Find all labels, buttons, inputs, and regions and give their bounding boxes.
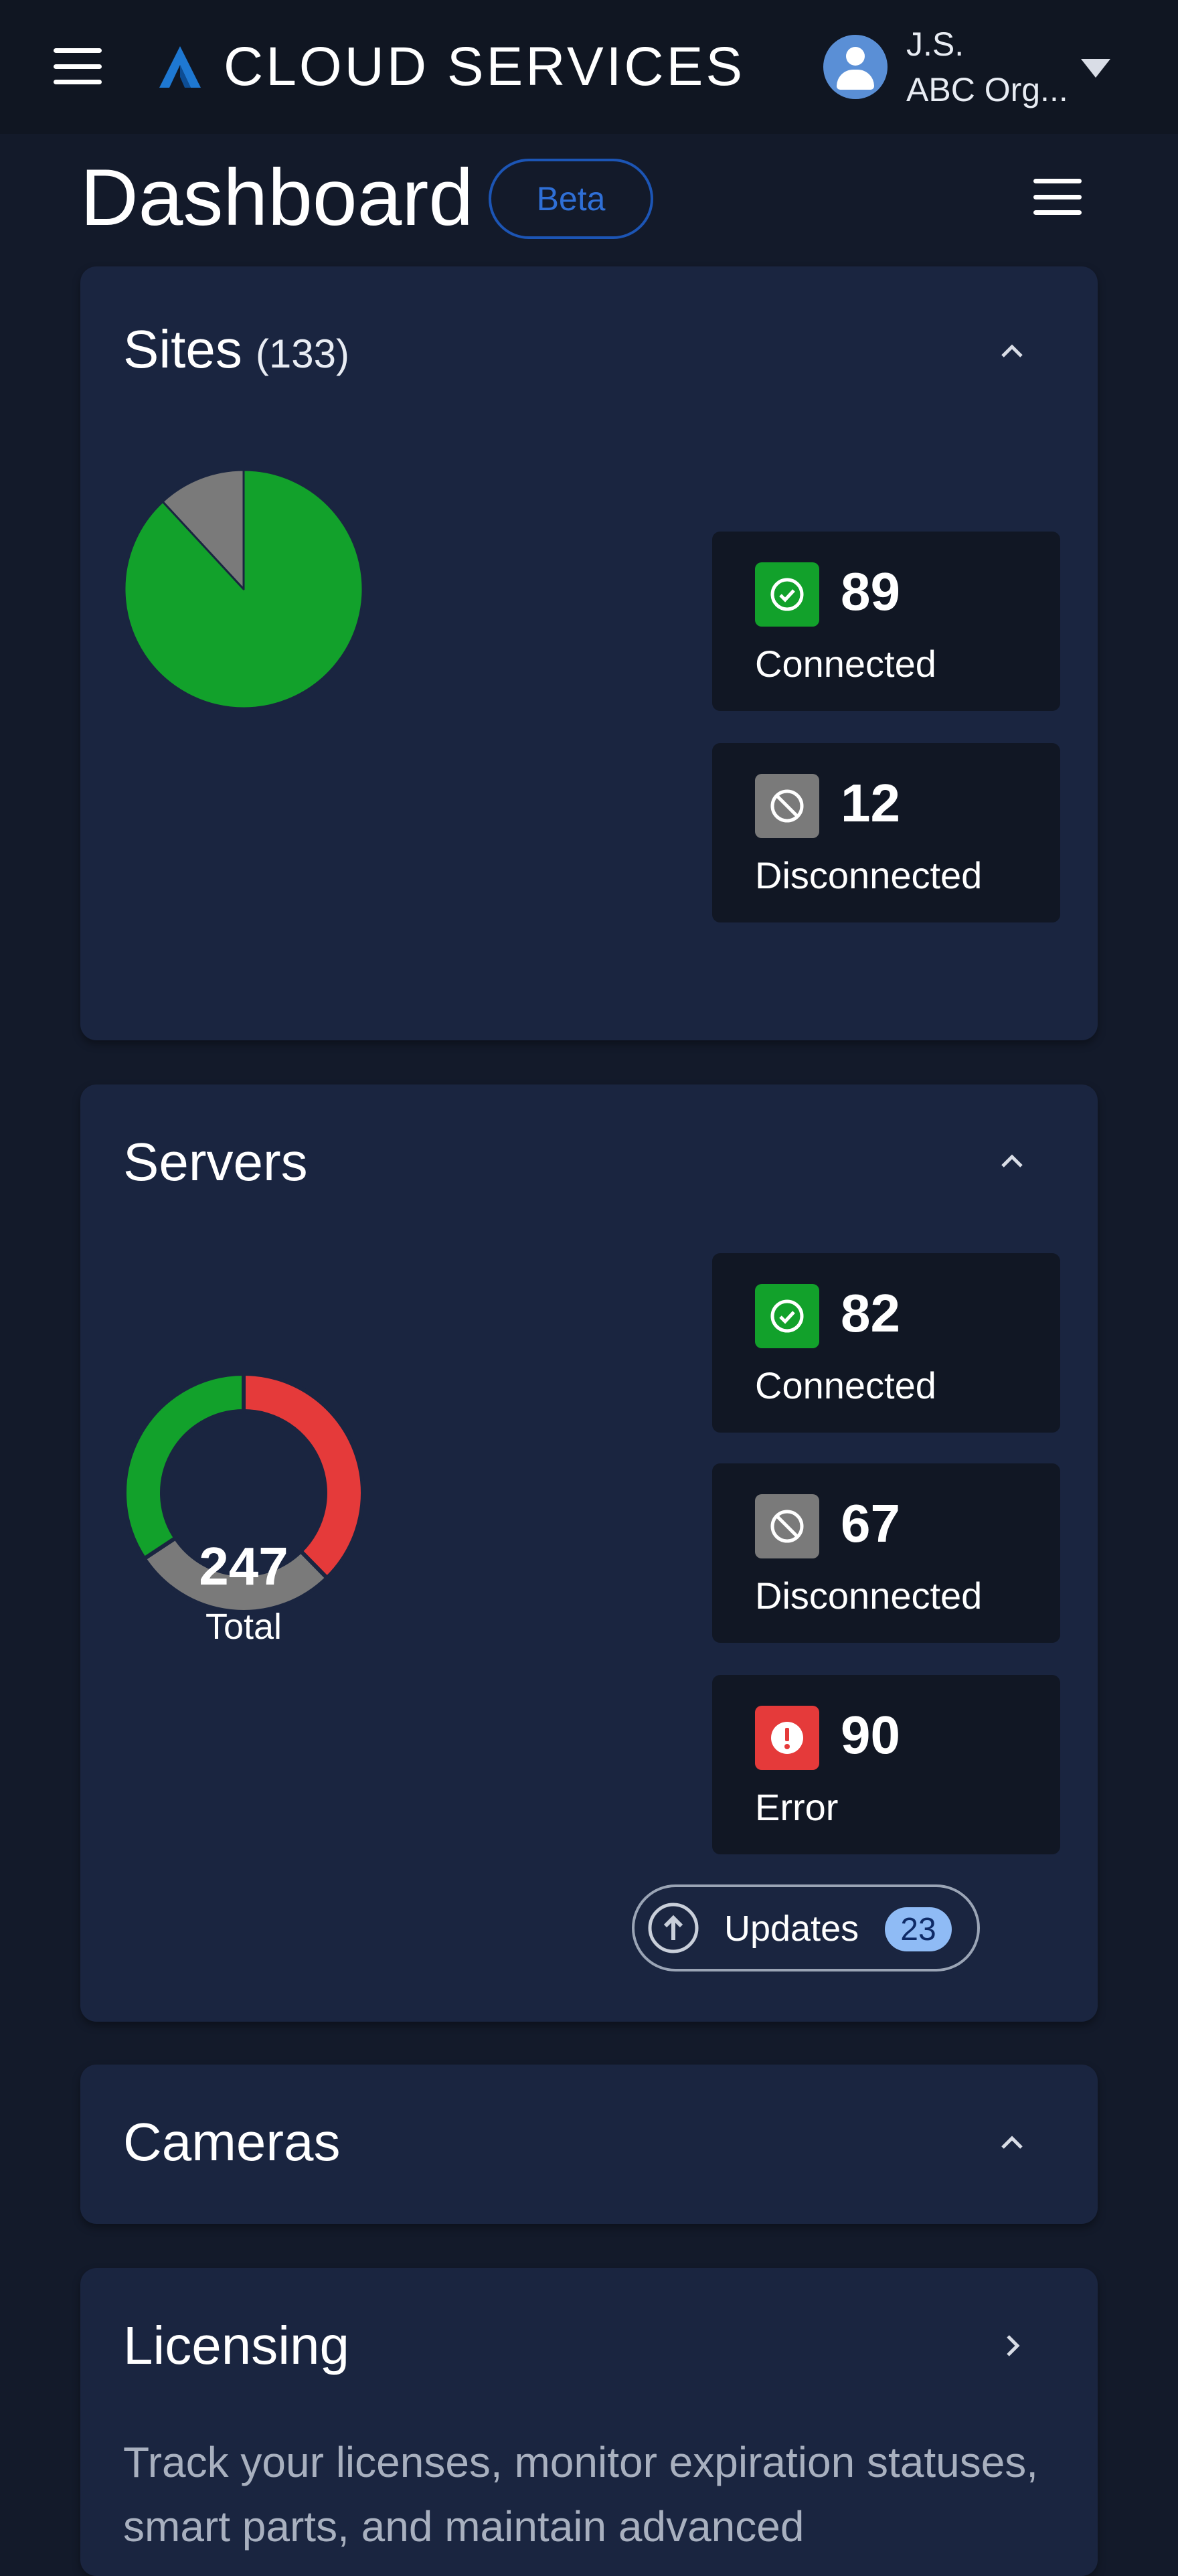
menu-icon[interactable] bbox=[54, 48, 102, 84]
licensing-title: Licensing bbox=[123, 2316, 350, 2375]
sites-card: Sites (133) 89 Connected 12 Disconnected bbox=[80, 266, 1098, 1040]
servers-disconnected-stat[interactable]: 67 Disconnected bbox=[712, 1463, 1060, 1643]
stat-label: Connected bbox=[755, 643, 936, 685]
stat-value: 82 bbox=[841, 1283, 900, 1343]
page-title: Dashboard bbox=[80, 153, 474, 242]
updates-count-badge: 23 bbox=[885, 1907, 952, 1951]
slice-disconnected bbox=[161, 469, 245, 590]
servers-title: Servers bbox=[123, 1132, 308, 1192]
brand-name: CLOUD SERVICES bbox=[224, 36, 746, 97]
chevron-up-icon bbox=[1001, 344, 1023, 357]
stat-value: 90 bbox=[841, 1705, 900, 1765]
open-licensing-button[interactable] bbox=[999, 2332, 1025, 2359]
cameras-card: Cameras bbox=[80, 2065, 1098, 2224]
caret-down-icon bbox=[1081, 59, 1110, 78]
ban-icon bbox=[755, 774, 819, 838]
check-circle-icon bbox=[755, 1284, 819, 1348]
servers-card: Servers 247 Total 82 Connected 67 Discon… bbox=[80, 1084, 1098, 2022]
licensing-description: Track your licenses, monitor expiration … bbox=[123, 2438, 1039, 2551]
alert-icon bbox=[755, 1706, 819, 1770]
brand[interactable]: CLOUD SERVICES bbox=[157, 33, 745, 100]
collapse-cameras-button[interactable] bbox=[999, 2129, 1025, 2156]
servers-total-value: 247 bbox=[199, 1536, 288, 1596]
page-menu-icon[interactable] bbox=[1033, 179, 1082, 215]
stat-label: Error bbox=[755, 1786, 839, 1828]
check-circle-icon bbox=[755, 562, 819, 627]
stat-label: Disconnected bbox=[755, 1575, 983, 1617]
stat-label: Disconnected bbox=[755, 854, 983, 896]
chevron-up-icon bbox=[1001, 2136, 1023, 2149]
servers-connected-stat[interactable]: 82 Connected bbox=[712, 1253, 1060, 1433]
user-initials: J.S. bbox=[906, 25, 964, 63]
avatar bbox=[823, 35, 888, 99]
slice-disconnected bbox=[142, 1536, 329, 1613]
sites-disconnected-stat[interactable]: 12 Disconnected bbox=[712, 743, 1060, 922]
user-org: ABC Org... bbox=[906, 71, 1068, 108]
top-bar: CLOUD SERVICES J.S. ABC Org... bbox=[0, 0, 1178, 134]
chevron-up-icon bbox=[1001, 1154, 1023, 1168]
collapse-sites-button[interactable] bbox=[999, 337, 1025, 364]
chevron-right-icon bbox=[1007, 2335, 1020, 2356]
cameras-title: Cameras bbox=[123, 2112, 341, 2172]
stat-value: 89 bbox=[841, 562, 900, 621]
collapse-servers-button[interactable] bbox=[999, 1147, 1025, 1174]
ban-icon bbox=[755, 1494, 819, 1558]
sites-title-text: Sites bbox=[123, 319, 242, 379]
user-menu[interactable]: J.S. ABC Org... bbox=[823, 20, 1111, 114]
beta-badge: Beta bbox=[489, 159, 653, 239]
slice-connected bbox=[123, 1372, 246, 1561]
servers-total-label: Total bbox=[205, 1607, 282, 1647]
updates-button[interactable]: Updates 23 bbox=[632, 1884, 980, 1971]
sites-pie-chart bbox=[123, 469, 364, 710]
upload-arrow-icon bbox=[648, 1903, 699, 1953]
slice-error bbox=[242, 1372, 364, 1581]
updates-label: Updates bbox=[724, 1909, 859, 1949]
logo-icon bbox=[159, 46, 201, 88]
stat-label: Connected bbox=[755, 1364, 936, 1406]
servers-donut-chart bbox=[123, 1372, 364, 1613]
sites-count: (133) bbox=[255, 331, 349, 376]
sites-title: Sites (133) bbox=[123, 319, 349, 380]
sites-connected-stat[interactable]: 89 Connected bbox=[712, 532, 1060, 711]
servers-error-stat[interactable]: 90 Error bbox=[712, 1675, 1060, 1854]
stat-value: 67 bbox=[841, 1494, 900, 1553]
stat-value: 12 bbox=[841, 773, 900, 833]
licensing-card[interactable]: Licensing Track your licenses, monitor e… bbox=[80, 2268, 1098, 2576]
